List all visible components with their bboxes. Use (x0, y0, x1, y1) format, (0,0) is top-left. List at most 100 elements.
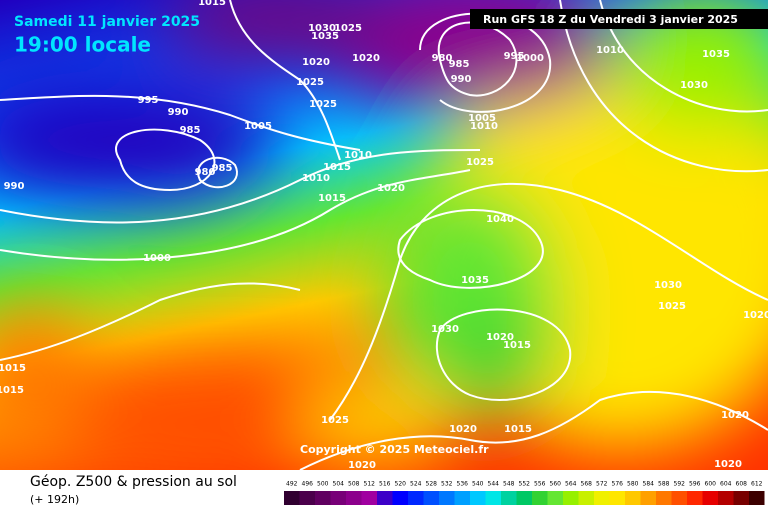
isobar-label: 1010 (596, 45, 624, 56)
legend-swatch (392, 491, 408, 505)
isobar-label: 1015 (198, 0, 226, 8)
legend-value: 520 (395, 481, 407, 488)
footer-lead: (+ 192h) (30, 493, 79, 506)
legend-value: 592 (674, 481, 686, 488)
legend-value: 588 (658, 481, 670, 488)
legend-value: 608 (736, 481, 748, 488)
isobar-label: 1020 (449, 424, 477, 435)
legend-swatch (733, 491, 749, 505)
isobar-label: 980 (195, 167, 216, 178)
legend-value: 544 (488, 481, 500, 488)
legend-value: 560 (550, 481, 562, 488)
isobar-label: 1020 (302, 57, 330, 68)
legend-value: 564 (565, 481, 577, 488)
legend-swatch (485, 491, 501, 505)
legend-swatch (640, 491, 656, 505)
isobar-label: 1020 (721, 410, 749, 421)
legend-value: 532 (441, 481, 453, 488)
legend-value: 600 (705, 481, 717, 488)
isobar-label: 1005 (468, 113, 496, 124)
isobar-label: 980 (432, 53, 453, 64)
isobar-label: 1010 (344, 150, 372, 161)
legend-swatch (532, 491, 548, 505)
legend-value: 552 (519, 481, 531, 488)
legend-swatch (454, 491, 470, 505)
isobar-label: 990 (168, 107, 189, 118)
isobar-label: 1000 (143, 253, 171, 264)
legend: 492 496 500 504 508 512 516 520 524 528 532 536 540 5… (284, 481, 765, 505)
legend-swatch (284, 491, 300, 505)
isobar-label: 1035 (311, 31, 339, 42)
footer-title: Géop. Z500 & pression au sol (30, 474, 237, 490)
time-label: 19:00 locale (14, 33, 151, 57)
isobar-label: 985 (449, 59, 470, 70)
date-label: Samedi 11 janvier 2025 (14, 14, 200, 30)
isobar-label: 1015 (323, 162, 351, 173)
isobar-label: 1025 (466, 157, 494, 168)
isobar-label: 990 (451, 74, 472, 85)
legend-swatch (315, 491, 331, 505)
isobar-label: 1030 (431, 324, 459, 335)
isobar-label: 1000 (516, 53, 544, 64)
isobar-label: 1030 (308, 23, 336, 34)
legend-swatch (578, 491, 594, 505)
legend-value: 512 (364, 481, 376, 488)
legend-swatch (671, 491, 687, 505)
isobar-label: 1020 (486, 332, 514, 343)
legend-value: 508 (348, 481, 360, 488)
isobar-label: 1035 (702, 49, 730, 60)
isobar-label: 1015 (504, 424, 532, 435)
legend-value: 500 (317, 481, 329, 488)
isobar-label: 1020 (377, 183, 405, 194)
legend-swatch (470, 491, 486, 505)
legend-value: 540 (472, 481, 484, 488)
isobar-label: 1025 (334, 23, 362, 34)
legend-value: 568 (581, 481, 593, 488)
isobar-label: 995 (138, 95, 159, 106)
isobar-label: 1015 (0, 363, 26, 374)
copyright: Copyright © 2025 Meteociel.fr (300, 443, 489, 456)
legend-value: 504 (333, 481, 345, 488)
isobar-label: 985 (212, 163, 233, 174)
isobar-label: 1040 (486, 214, 514, 225)
isobar-label: 1030 (680, 80, 708, 91)
isobar-label: 1030 (654, 280, 682, 291)
legend-value: 536 (457, 481, 469, 488)
legend-value: 524 (410, 481, 422, 488)
legend-value: 580 (627, 481, 639, 488)
run-label: Run GFS 18 Z du Vendredi 3 janvier 2025 (483, 13, 738, 26)
isobar-label: 1015 (318, 193, 346, 204)
legend-swatch (687, 491, 703, 505)
legend-swatch (749, 491, 765, 505)
legend-swatch (702, 491, 718, 505)
legend-swatch (594, 491, 610, 505)
legend-swatch (408, 491, 424, 505)
legend-swatch (547, 491, 563, 505)
isobar-label: 1035 (461, 275, 489, 286)
isobar-label: 1020 (743, 310, 768, 321)
legend-value: 516 (379, 481, 391, 488)
legend-value: 596 (689, 481, 701, 488)
isobar-label: 985 (180, 125, 201, 136)
isobar-label: 1020 (348, 460, 376, 471)
legend-value: 548 (503, 481, 515, 488)
isobar-label: 1025 (296, 77, 324, 88)
field (0, 0, 768, 480)
legend-swatch (423, 491, 439, 505)
isobar-label: 1015 (503, 340, 531, 351)
isobar-label: 990 (4, 181, 25, 192)
isobar-label: 1025 (658, 301, 686, 312)
run-box (470, 9, 768, 29)
legend-swatch (656, 491, 672, 505)
legend-value: 572 (596, 481, 608, 488)
isobar-label: 1015 (0, 385, 24, 396)
isobar-label: 1020 (352, 53, 380, 64)
legend-value: 556 (534, 481, 546, 488)
legend-value: 492 (286, 481, 298, 488)
legend-swatch (439, 491, 455, 505)
legend-value: 576 (612, 481, 624, 488)
legend-value: 612 (751, 481, 763, 488)
legend-swatch (330, 491, 346, 505)
